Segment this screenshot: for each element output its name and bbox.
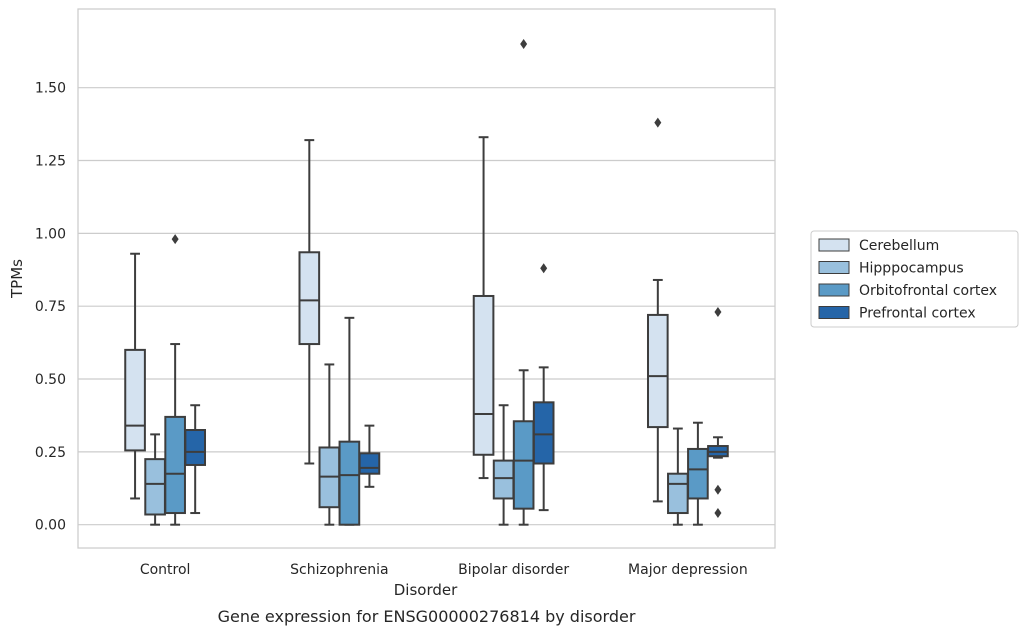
outlier-point	[714, 307, 722, 318]
iqr-box	[472, 294, 495, 456]
legend: Cerebellum Hipppocampus Orbitofrontal cort…	[810, 230, 1019, 328]
x-tick-label: Schizophrenia	[290, 562, 388, 578]
legend-label: Hipppocampus	[859, 261, 964, 277]
legend-label: Orbitofrontal cortex	[859, 283, 997, 299]
box-orbitofrontal-cortex	[512, 38, 535, 526]
box-hipppocampus	[144, 433, 166, 526]
box-cerebellum	[646, 117, 669, 503]
legend-swatch	[818, 261, 850, 274]
iqr-box	[164, 415, 186, 515]
box-prefrontal-cortex	[707, 307, 729, 519]
outlier-point	[540, 263, 548, 274]
box-prefrontal-cortex	[184, 404, 207, 515]
legend-swatch	[818, 238, 850, 252]
box-layer	[124, 38, 729, 526]
iqr-box	[184, 429, 207, 466]
y-tick-label: 0.75	[35, 299, 66, 315]
outlier-point	[171, 234, 179, 245]
box-orbitofrontal-cortex	[338, 316, 361, 526]
box-cerebellum	[124, 252, 146, 500]
y-tick-label: 0.50	[35, 372, 66, 388]
iqr-box	[358, 452, 381, 475]
iqr-box	[298, 251, 321, 346]
y-tick-labels: 0.00 0.25 0.50 0.75 1.00 1.25 1.50	[35, 81, 66, 534]
iqr-box	[512, 420, 535, 510]
iqr-box	[338, 440, 361, 526]
iqr-box	[646, 313, 669, 429]
chart-caption: Gene expression for ENSG00000276814 by d…	[218, 607, 636, 626]
box-prefrontal-cortex	[532, 263, 555, 512]
iqr-box	[532, 401, 555, 465]
x-tick-label: Major depression	[628, 562, 748, 578]
y-axis-label: TPMs	[8, 259, 26, 299]
iqr-box	[492, 459, 515, 500]
iqr-box	[144, 458, 166, 516]
outlier-point	[714, 508, 722, 519]
x-tick-labels: Control Schizophrenia Bipolar disorder Majo…	[140, 562, 748, 578]
legend-label: Prefrontal cortex	[859, 306, 976, 322]
x-tick-label: Control	[140, 562, 191, 578]
box-prefrontal-cortex	[358, 424, 381, 488]
legend-frame	[810, 230, 1019, 328]
box-hipppocampus	[318, 363, 341, 526]
iqr-box	[124, 348, 146, 452]
outlier-point	[714, 484, 722, 495]
box-hipppocampus	[667, 427, 689, 526]
box-orbitofrontal-cortex	[164, 234, 186, 526]
legend-label: Cerebellum	[859, 238, 939, 254]
outlier-point	[520, 38, 528, 49]
iqr-box	[667, 472, 689, 515]
y-tick-label: 1.00	[35, 226, 66, 242]
x-axis-label: Disorder	[394, 581, 458, 599]
legend-swatch	[818, 306, 850, 319]
box-hipppocampus	[492, 404, 515, 526]
y-tick-label: 1.25	[35, 154, 66, 170]
iqr-box	[687, 447, 709, 500]
y-tick-label: 0.00	[35, 518, 66, 534]
legend-swatch	[818, 283, 850, 297]
y-tick-label: 1.50	[35, 81, 66, 97]
box-cerebellum	[298, 139, 321, 465]
x-tick-label: Bipolar disorder	[458, 562, 569, 578]
box-cerebellum	[472, 136, 495, 480]
y-tick-label: 0.25	[35, 445, 66, 461]
plot-frame	[77, 8, 776, 549]
outlier-point	[654, 117, 662, 128]
box-orbitofrontal-cortex	[687, 421, 709, 526]
